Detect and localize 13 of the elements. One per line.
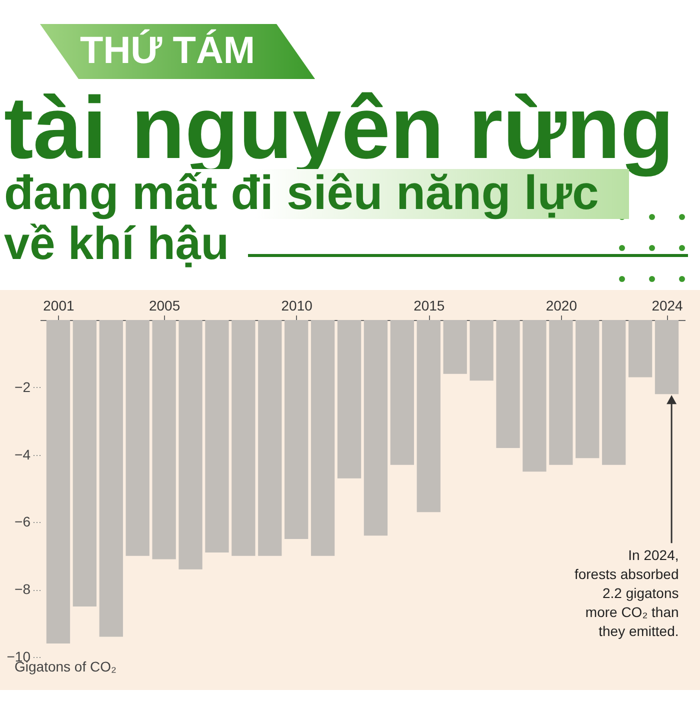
x-tick-label: 2015 (414, 298, 445, 314)
x-tick-label: 2024 (652, 298, 684, 314)
chart-title: tài nguyên rừng đang mất đi siêu năng lực về khí hậu (4, 78, 674, 270)
y-tick-label: −4 (14, 446, 31, 462)
y-tick-label: −8 (14, 581, 31, 598)
y-tick-label: −6 (14, 514, 31, 530)
x-tick-label: 2001 (43, 298, 75, 314)
x-tick-label: 2010 (281, 298, 313, 314)
y-tick-label: −2 (14, 378, 31, 395)
x-tick-label: 2005 (148, 298, 180, 314)
annotation: In 2024, forests absorbed 2.2 gigatons more CO₂ than they emitted. (574, 547, 679, 640)
chart-subtitle: THỨ TÁM (40, 24, 316, 79)
x-tick-label: 2020 (546, 298, 578, 314)
